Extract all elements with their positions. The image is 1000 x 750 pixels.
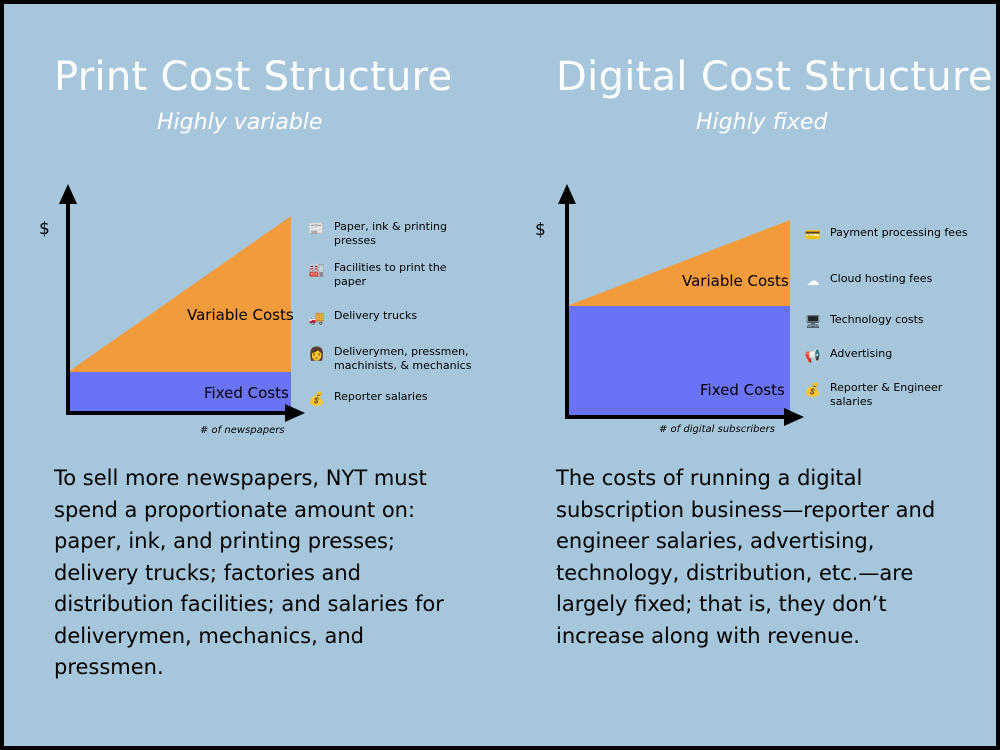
slide: Print Cost Structure Highly variable $ V… [4, 4, 996, 746]
factory-icon: 🏭 [308, 262, 326, 278]
digital-chart [558, 184, 804, 426]
newspaper-icon: 📰 [308, 221, 326, 237]
money-bag-icon: 💰 [804, 382, 822, 398]
print-legend-item: 🚚 Delivery trucks [308, 309, 478, 327]
print-legend-label: Deliverymen, pressmen, machinists, & mec… [334, 345, 472, 372]
print-legend-label: Paper, ink & printing presses [334, 220, 447, 247]
print-variable-label: Variable Costs [187, 306, 294, 324]
print-legend-item: 💰 Reporter salaries [308, 390, 478, 408]
print-legend-label: Facilities to print the paper [334, 261, 447, 288]
digital-variable-area [567, 220, 790, 306]
digital-y-axis-label: $ [535, 220, 546, 240]
digital-legend-label: Cloud hosting fees [830, 272, 933, 285]
print-subtitle: Highly variable [157, 110, 323, 135]
print-legend-label: Delivery trucks [334, 309, 418, 322]
print-legend-item: 🏭 Facilities to print the paper [308, 261, 478, 289]
digital-legend-item: 📢 Advertising [804, 347, 974, 365]
digital-title: Digital Cost Structure [556, 54, 993, 100]
digital-legend-label: Technology costs [830, 313, 924, 326]
megaphone-icon: 📢 [804, 348, 822, 364]
print-x-axis-label: # of newspapers [200, 425, 285, 436]
digital-legend-label: Reporter & Engineer salaries [830, 381, 943, 408]
print-legend-label: Reporter salaries [334, 390, 428, 403]
digital-x-axis-arrow [784, 408, 804, 426]
print-legend-item: 📰 Paper, ink & printing presses [308, 220, 478, 248]
digital-subtitle: Highly fixed [696, 110, 828, 135]
digital-x-axis-label: # of digital subscribers [659, 424, 775, 435]
digital-variable-label: Variable Costs [682, 272, 789, 290]
digital-legend-item: 💳 Payment processing fees [804, 226, 974, 244]
credit-card-icon: 💳 [804, 227, 822, 243]
print-fixed-label: Fixed Costs [204, 384, 289, 402]
print-description: To sell more newspapers, NYT must spend … [54, 466, 444, 679]
digital-fixed-area [567, 306, 790, 417]
delivery-truck-icon: 🚚 [308, 310, 326, 326]
print-chart [59, 184, 305, 422]
digital-legend-item: 🖥 Technology costs [804, 313, 974, 331]
computer-icon: 🖥 [804, 314, 822, 330]
print-fixed-area [68, 372, 291, 413]
digital-legend-item: 💰 Reporter & Engineer salaries [804, 381, 974, 409]
cloud-icon: ☁ [806, 273, 820, 289]
digital-legend-label: Advertising [830, 347, 893, 360]
digital-y-axis-arrow [558, 184, 576, 204]
print-y-axis-label: $ [39, 219, 50, 239]
worker-icon: 👩 [308, 346, 326, 362]
print-y-axis-arrow [59, 184, 77, 204]
money-bag-icon: 💰 [308, 391, 326, 407]
print-title: Print Cost Structure [54, 54, 453, 100]
digital-legend-item: ☁ Cloud hosting fees [804, 272, 974, 290]
digital-description: The costs of running a digital subscript… [556, 466, 936, 648]
digital-legend-label: Payment processing fees [830, 226, 968, 239]
print-variable-area [68, 216, 291, 372]
print-x-axis-arrow [285, 404, 305, 422]
print-legend-item: 👩 Deliverymen, pressmen, machinists, & m… [308, 345, 478, 373]
digital-fixed-label: Fixed Costs [700, 381, 785, 399]
